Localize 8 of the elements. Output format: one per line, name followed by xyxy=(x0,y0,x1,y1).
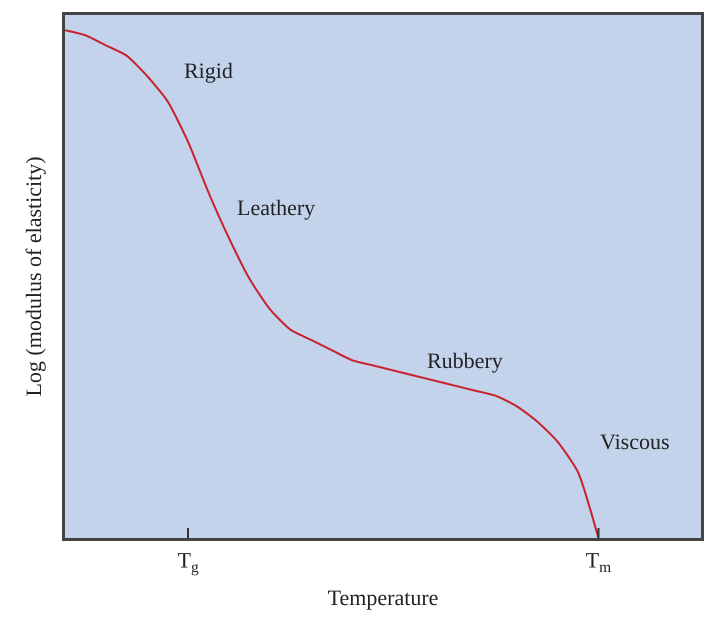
x-tick-label: T$_{m}$ xyxy=(586,547,612,576)
x-axis-title: Temperature xyxy=(328,584,438,610)
x-tick-label: T$_{g}$ xyxy=(178,547,199,576)
y-axis-title: Log (modulus of elasticity) xyxy=(20,156,46,397)
annotation: Rigid xyxy=(184,58,233,83)
annotation: Rubbery xyxy=(427,348,503,373)
annotation: Viscous xyxy=(600,429,670,454)
annotation: Leathery xyxy=(237,195,316,220)
